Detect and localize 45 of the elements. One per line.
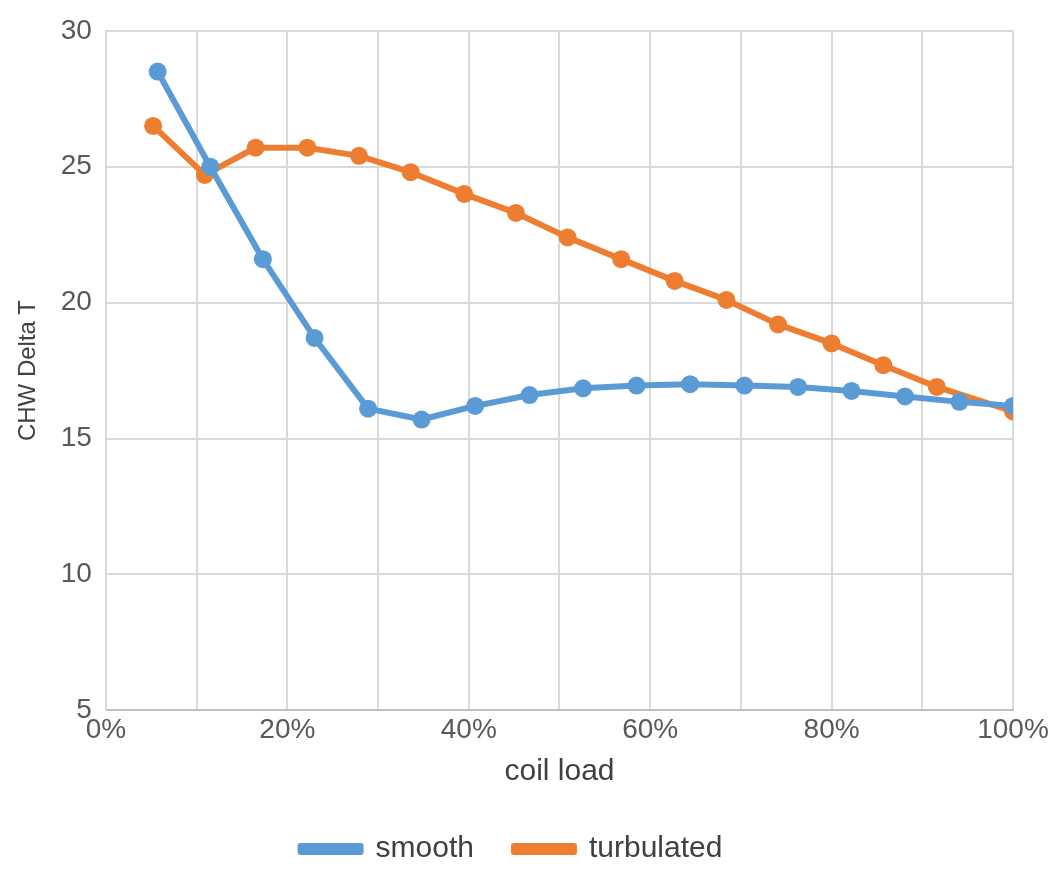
x-tick-label: 20% bbox=[259, 712, 316, 744]
point bbox=[412, 410, 431, 429]
point bbox=[735, 376, 754, 395]
point bbox=[627, 376, 646, 395]
legend-label: smooth bbox=[375, 830, 474, 864]
y-tick-label: 20 bbox=[60, 285, 92, 317]
legend-label: turbulated bbox=[588, 830, 723, 864]
x-tick-label: 80% bbox=[803, 712, 860, 744]
point bbox=[574, 379, 593, 398]
point bbox=[144, 116, 163, 135]
point bbox=[253, 250, 272, 269]
point bbox=[717, 290, 736, 309]
point bbox=[842, 381, 861, 400]
point bbox=[789, 377, 808, 396]
point bbox=[359, 399, 378, 418]
point bbox=[681, 375, 700, 394]
point bbox=[305, 328, 324, 347]
point bbox=[246, 138, 265, 157]
y-tick-label: 30 bbox=[60, 13, 92, 45]
point bbox=[201, 157, 220, 176]
x-tick-label: 40% bbox=[440, 712, 497, 744]
y-tick-label: 10 bbox=[60, 557, 92, 589]
point bbox=[612, 250, 631, 269]
point bbox=[558, 228, 577, 247]
x-tick-label: 60% bbox=[622, 712, 679, 744]
point bbox=[896, 387, 915, 406]
point bbox=[466, 396, 485, 415]
y-axis-title: CHW Delta T bbox=[13, 299, 41, 442]
point bbox=[520, 386, 539, 405]
point bbox=[350, 146, 369, 165]
point bbox=[401, 163, 420, 182]
point bbox=[298, 138, 317, 157]
point bbox=[769, 315, 788, 334]
point bbox=[148, 62, 167, 81]
point bbox=[455, 184, 474, 203]
point bbox=[950, 392, 969, 411]
point bbox=[506, 203, 525, 222]
point bbox=[927, 377, 946, 396]
y-tick-label: 15 bbox=[60, 421, 92, 453]
x-tick-label: 100% bbox=[977, 712, 1049, 744]
point bbox=[874, 356, 893, 375]
point bbox=[822, 334, 841, 353]
x-axis-title: coil load bbox=[504, 753, 615, 787]
point bbox=[665, 271, 684, 290]
y-tick-label: 25 bbox=[60, 149, 92, 181]
